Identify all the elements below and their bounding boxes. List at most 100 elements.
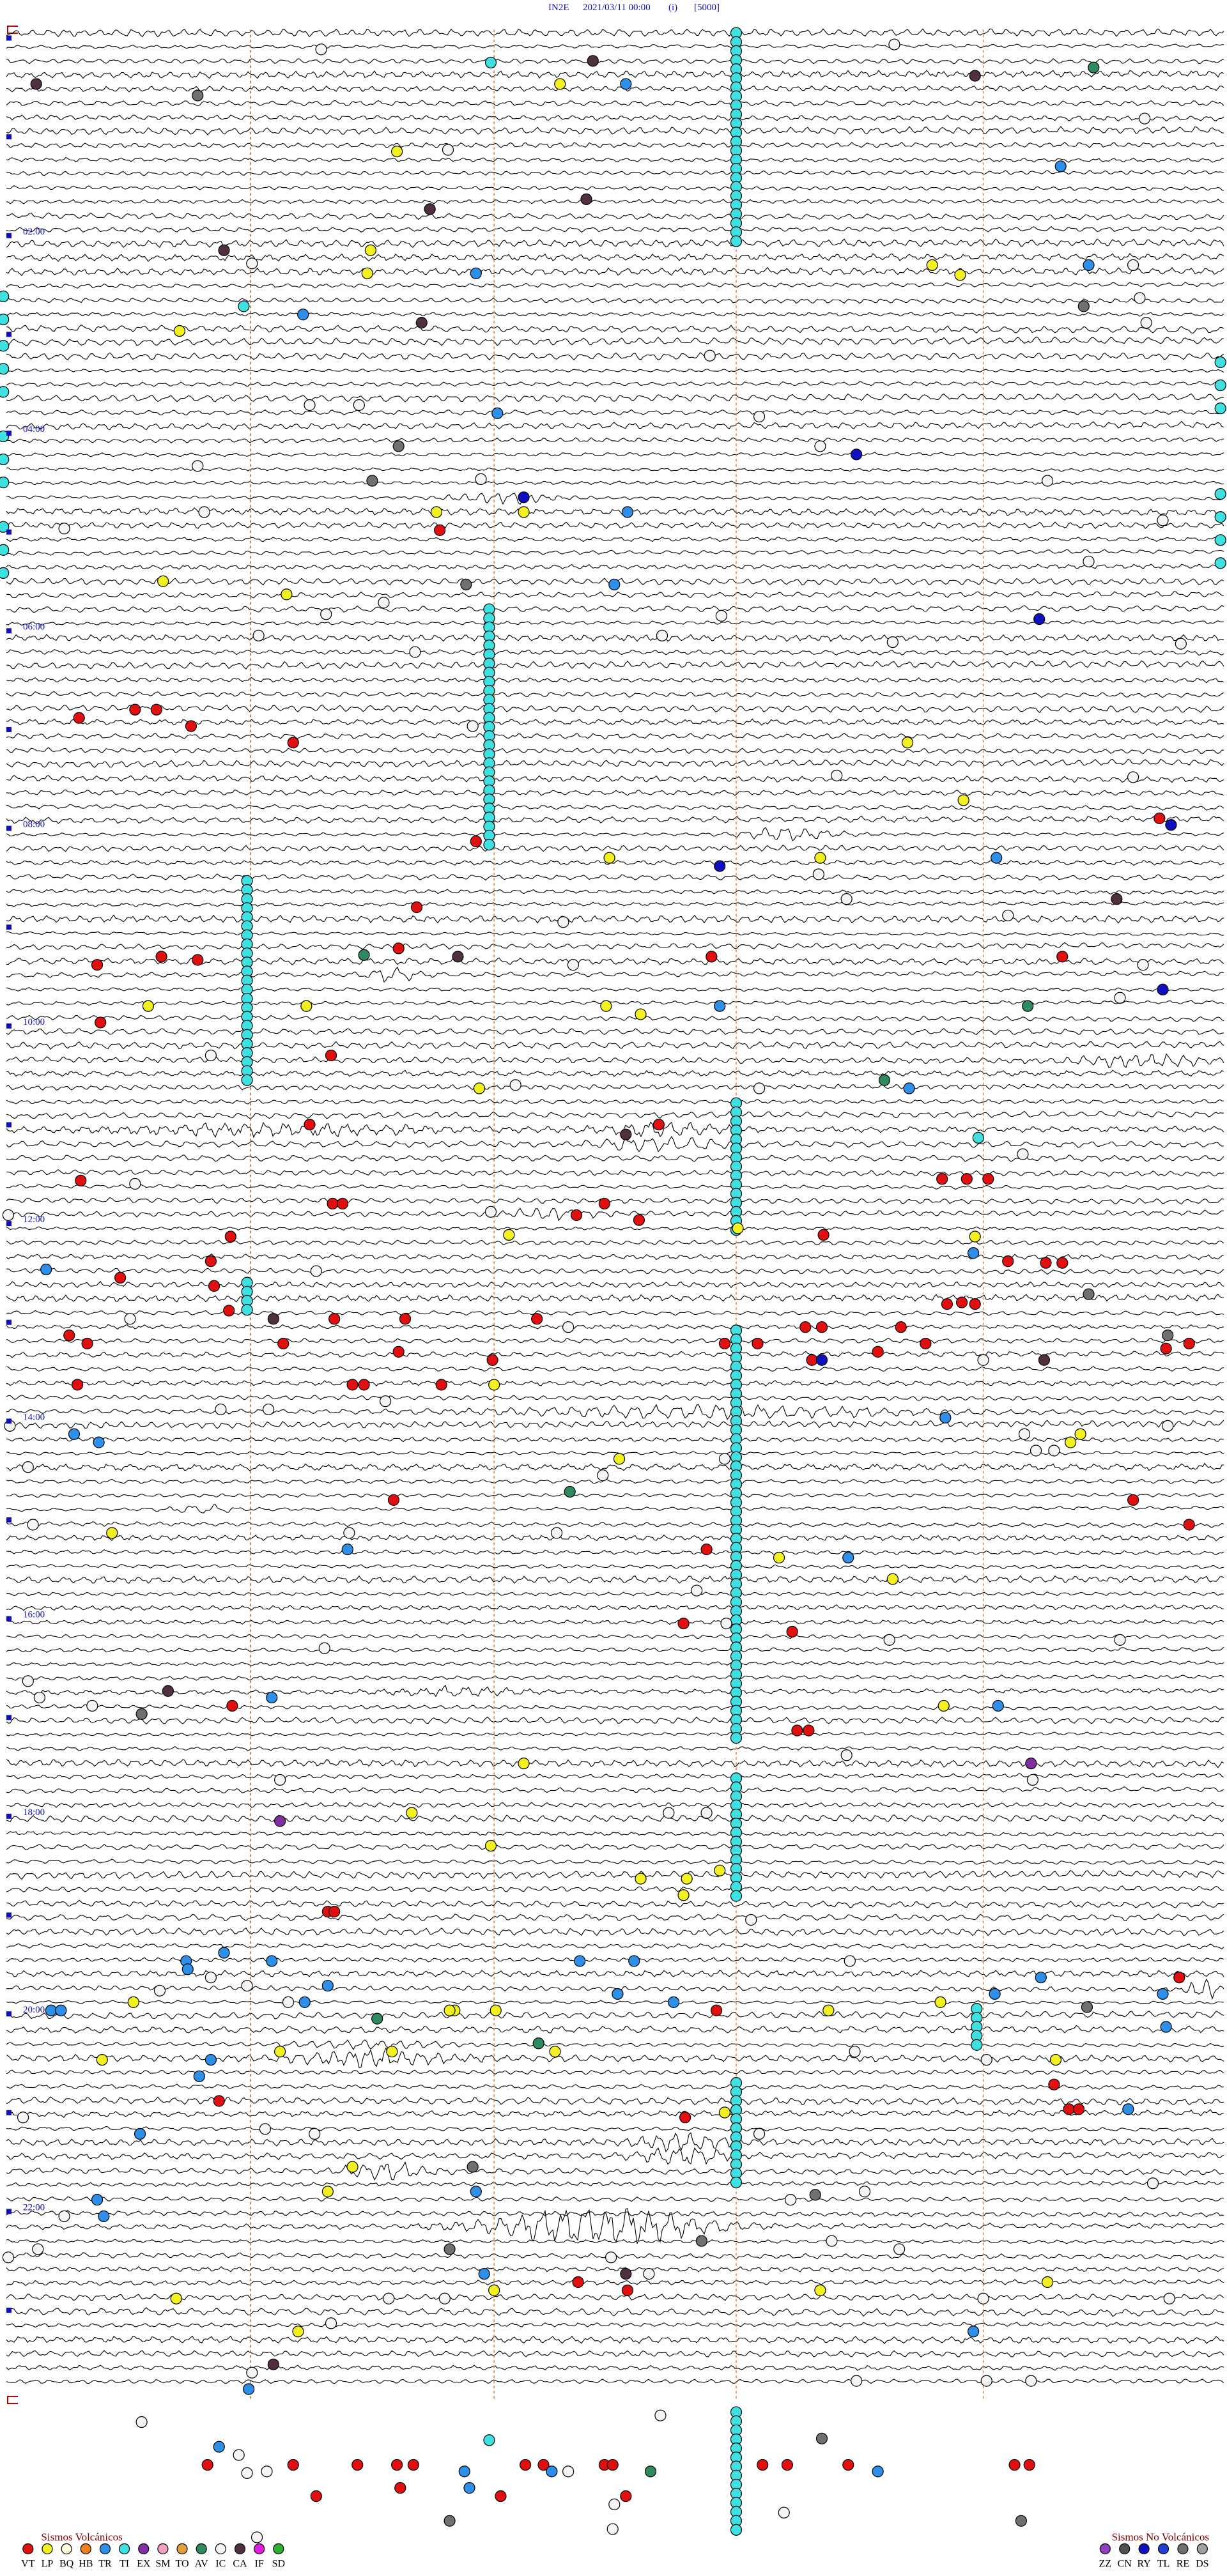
trace (6, 747, 1224, 755)
trace (6, 1634, 1224, 1639)
trace (6, 2181, 1224, 2188)
event-dot (238, 300, 250, 312)
hour-label: 08:00 (23, 820, 45, 830)
event-dot (204, 2053, 217, 2066)
event-dot (17, 2112, 29, 2124)
trace (6, 1869, 1224, 1880)
trace (6, 1184, 1224, 1190)
trace (6, 888, 1224, 895)
event-dot (815, 1321, 828, 1333)
legend-code: EX (137, 2559, 151, 2570)
event-dot (1048, 2078, 1060, 2090)
event-dot (364, 244, 376, 256)
event-dot (815, 2432, 828, 2444)
event-dot (86, 1699, 98, 1712)
legend-code: BQ (59, 2559, 74, 2570)
trace (6, 1492, 1224, 1498)
event-dot (753, 410, 766, 423)
event-dot (444, 2243, 456, 2255)
hour-label: 22:00 (23, 2202, 45, 2212)
trace (6, 1575, 1224, 1584)
event-dot (467, 720, 479, 732)
event-dot (114, 1271, 127, 1284)
trace (6, 873, 1224, 881)
event-dot (213, 2095, 225, 2107)
event-dot (972, 1131, 984, 1144)
event-dot (567, 959, 579, 971)
event-dot (371, 2012, 383, 2025)
event-dot (93, 1436, 105, 1448)
event-dot (488, 1379, 500, 1391)
event-dot (1214, 379, 1226, 392)
legend-code: ZZ (1099, 2559, 1112, 2570)
event-dot (656, 629, 668, 641)
event-dot (274, 1774, 286, 1786)
event-dot (730, 235, 743, 247)
event-dot (572, 2276, 584, 2288)
trace (6, 1534, 1224, 1542)
event-dot (1002, 1255, 1014, 1268)
event-dot (483, 838, 495, 851)
legend-code: IC (215, 2559, 226, 2570)
legend-swatch (99, 2543, 111, 2555)
event-dot (281, 588, 293, 601)
event-dot (208, 1280, 220, 1292)
legend-code: VT (21, 2559, 35, 2570)
legend-code: TR (98, 2559, 112, 2570)
event-dot (710, 2004, 723, 2016)
event-dot (192, 954, 204, 966)
event-dot (358, 1379, 370, 1391)
event-dot (840, 1749, 853, 1761)
event-dot (106, 1527, 118, 1539)
event-dot (643, 2267, 655, 2280)
trace (6, 966, 1224, 983)
event-dot (58, 2210, 70, 2222)
trace (6, 2321, 1224, 2328)
trace (6, 774, 1224, 783)
event-dot (292, 2326, 304, 2338)
trace (6, 114, 1224, 122)
event-dot (135, 1708, 148, 1720)
trace (6, 2239, 1224, 2244)
event-dot (325, 1049, 337, 1062)
event-dot (503, 1229, 515, 1241)
event-dot (1038, 1354, 1051, 1366)
event-dot (490, 2004, 502, 2016)
event-dot (1015, 2515, 1027, 2527)
legend-swatch (254, 2543, 265, 2555)
event-dot (32, 2243, 44, 2255)
event-dot (980, 2375, 992, 2387)
event-dot (399, 1313, 412, 1325)
trace (6, 2039, 1224, 2050)
trace (6, 2293, 1224, 2301)
event-dot (633, 1214, 645, 1226)
event-dot (287, 2458, 299, 2471)
event-dot (557, 916, 569, 928)
trace (6, 1268, 1224, 1275)
trace (6, 466, 1224, 472)
event-dot (872, 1346, 884, 1358)
event-dot (753, 1082, 766, 1094)
hour-label: 14:00 (23, 1412, 45, 1422)
header: IN2E 2021/03/11 00:00 (i) [5000] (548, 3, 720, 13)
trace (6, 815, 1224, 825)
event-dot (204, 1972, 217, 1984)
event-dot (745, 1913, 757, 1926)
hour-label: 04:00 (23, 424, 45, 434)
event-dot (0, 453, 10, 466)
event-dot (562, 2465, 575, 2478)
event-dot (1162, 1420, 1174, 1432)
event-dot (714, 860, 726, 872)
legend-code: CN (1118, 2559, 1132, 2570)
event-dot (452, 951, 464, 963)
event-dot (201, 2458, 213, 2471)
event-dot (954, 269, 966, 281)
event-dot (1214, 534, 1226, 546)
trace (6, 1351, 1224, 1358)
legend-code: TL (1157, 2559, 1170, 2570)
event-dot (1157, 1988, 1169, 2000)
event-dot (2, 1209, 14, 1222)
trace (6, 1420, 1224, 1429)
events (0, 27, 1226, 2543)
